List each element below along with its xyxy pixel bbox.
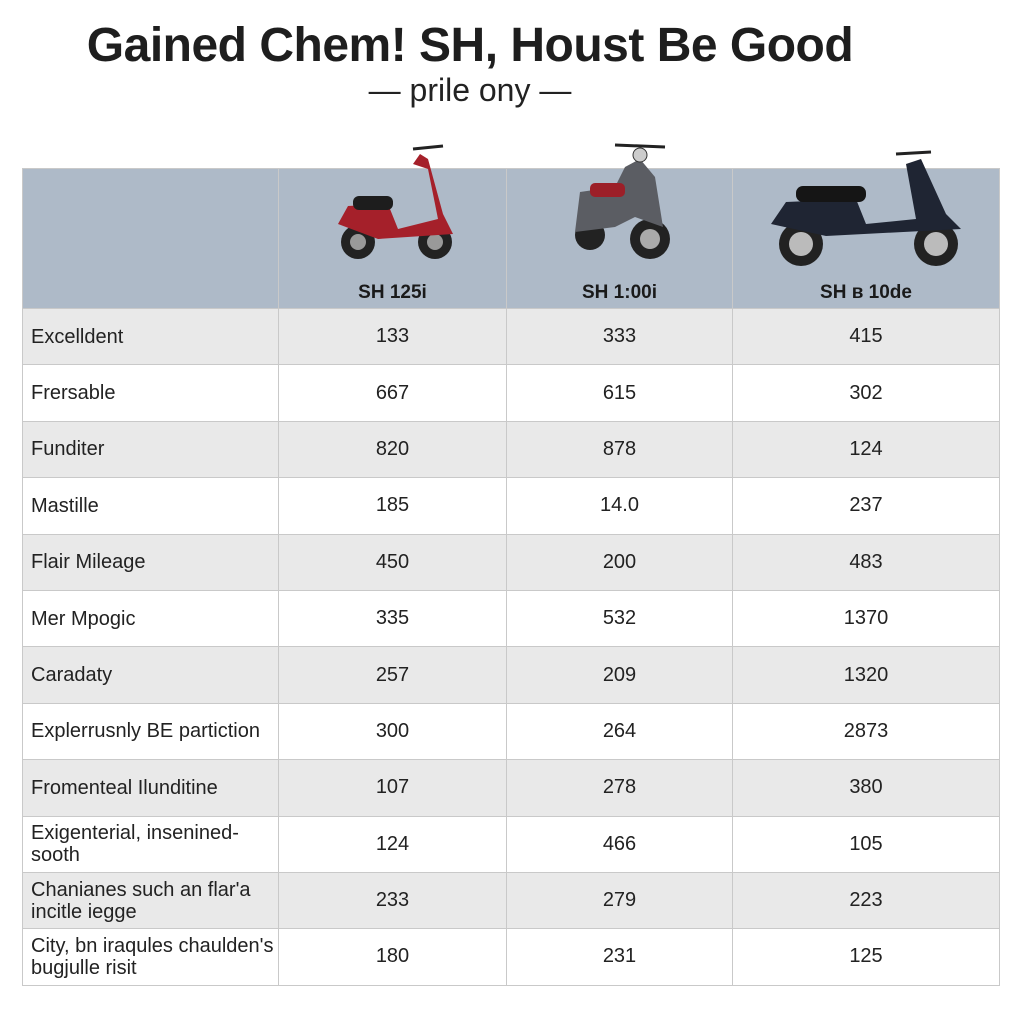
table-row: Flair Mileage 450 200 483 (22, 533, 1000, 591)
table-row: Explerrusnly BE partiction 300 264 2873 (22, 702, 1000, 761)
cell-value: 125 (732, 928, 1000, 986)
table-row: Frersable 667 615 302 (22, 364, 1000, 422)
cell-value: 466 (506, 815, 733, 873)
row-label: Flair Mileage (22, 533, 279, 591)
cell-value: 133 (278, 307, 507, 366)
cell-value: 878 (506, 420, 733, 479)
subtitle: — prile ony — (368, 72, 572, 108)
row-label: Funditer (22, 420, 279, 479)
column-label: SH в 10de (820, 282, 912, 303)
cell-value: 300 (278, 702, 507, 761)
comparison-table: SH 125i SH 1:00i (22, 143, 1000, 986)
scooter-image (574, 143, 670, 259)
table-row: Excelldent 133 333 415 (22, 307, 1000, 366)
cell-value: 1320 (732, 646, 1000, 704)
cell-value: 380 (732, 759, 1000, 817)
cell-value: 279 (506, 871, 733, 930)
cell-value: 483 (732, 533, 1000, 591)
cell-value: 820 (278, 420, 507, 479)
cell-value: 14.0 (506, 477, 733, 535)
cell-value: 1370 (732, 589, 1000, 648)
row-label: Excelldent (22, 307, 279, 366)
cell-value: 209 (506, 646, 733, 704)
cell-value: 124 (732, 420, 1000, 479)
scooter-image (337, 144, 453, 259)
row-label: Fromenteal Ilunditine (22, 759, 279, 817)
title: Gained Chem! SH, Houst Be Good (86, 19, 854, 72)
cell-value: 415 (732, 307, 1000, 366)
cell-value: 302 (732, 364, 1000, 422)
cell-value: 2873 (732, 702, 1000, 761)
cell-value: 257 (278, 646, 507, 704)
row-label: Chanianes such an flar'a incitle iegge (22, 871, 279, 930)
table-row: Caradaty 257 209 1320 (22, 646, 1000, 704)
cell-value: 615 (506, 364, 733, 422)
header-empty (22, 168, 279, 309)
row-label: Caradaty (22, 646, 279, 704)
cell-value: 532 (506, 589, 733, 648)
row-label: Frersable (22, 364, 279, 422)
table-row: Fromenteal Ilunditine 107 278 380 (22, 759, 1000, 817)
cell-value: 233 (278, 871, 507, 930)
column-label: SH 1:00i (582, 282, 657, 303)
column-label: SH 125i (358, 282, 427, 303)
table-body: Excelldent 133 333 415 Frersable 667 615 302 Fun… (22, 307, 1000, 986)
table-row: Mer Mpogic 335 532 1370 (22, 589, 1000, 648)
cell-value: 124 (278, 815, 507, 873)
table-row: Chanianes such an flar'a incitle iegge 23… (22, 871, 1000, 930)
table-row: Exigenterial, insenined-sooth 124 466 105 (22, 815, 1000, 873)
cell-value: 107 (278, 759, 507, 817)
row-label: Mastille (22, 477, 279, 535)
scooter-image (771, 150, 961, 266)
cell-value: 667 (278, 364, 507, 422)
cell-value: 333 (506, 307, 733, 366)
cell-value: 335 (278, 589, 507, 648)
table-row: Mastille 185 14.0 237 (22, 477, 1000, 535)
cell-value: 450 (278, 533, 507, 591)
cell-value: 231 (506, 928, 733, 986)
table-row: City, bn iraqules chaulden's bugjulle ri… (22, 928, 1000, 986)
row-label: Exigenterial, insenined-sooth (22, 815, 279, 873)
column-header: SH 125i (278, 144, 507, 309)
table-row: Funditer 820 878 124 (22, 420, 1000, 479)
cell-value: 264 (506, 702, 733, 761)
row-label: City, bn iraqules chaulden's bugjulle ri… (22, 928, 279, 986)
cell-value: 105 (732, 815, 1000, 873)
column-header: SH 1:00i (506, 143, 733, 309)
cell-value: 223 (732, 871, 1000, 930)
cell-value: 185 (278, 477, 507, 535)
cell-value: 237 (732, 477, 1000, 535)
header-row: SH 125i SH 1:00i (22, 143, 1000, 309)
cell-value: 278 (506, 759, 733, 817)
cell-value: 200 (506, 533, 733, 591)
column-header: SH в 10de (732, 150, 1000, 309)
cell-value: 180 (278, 928, 507, 986)
row-label: Mer Mpogic (22, 589, 279, 648)
row-label: Explerrusnly BE partiction (22, 702, 279, 761)
